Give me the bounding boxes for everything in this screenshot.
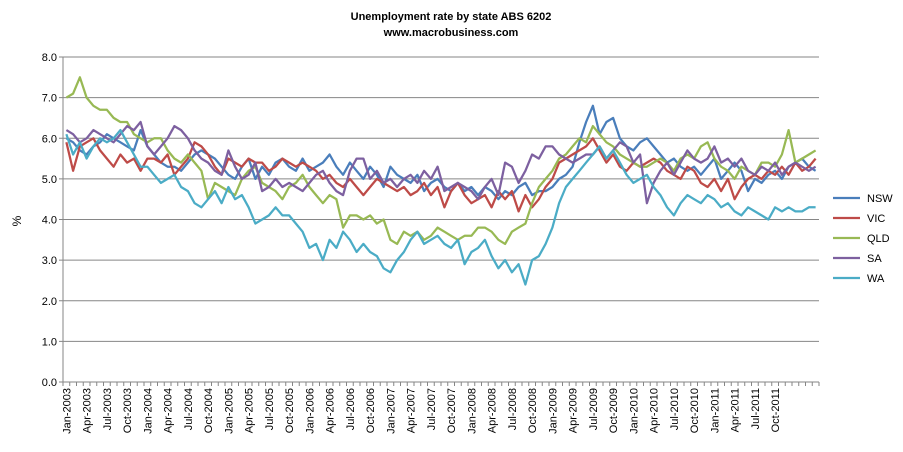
legend-label-qld: QLD bbox=[867, 233, 890, 245]
x-tick-label: Jan-2005 bbox=[223, 388, 235, 434]
x-tick-label: Jul-2008 bbox=[507, 388, 519, 430]
x-tick-label: Jan-2010 bbox=[628, 388, 640, 434]
x-tick-label: Jul-2010 bbox=[669, 388, 681, 430]
y-tick-label: 6.0 bbox=[42, 133, 57, 145]
x-tick-label: Jan-2009 bbox=[547, 388, 559, 434]
x-tick-label: Apr-2006 bbox=[325, 388, 337, 433]
x-tick-label: Jul-2009 bbox=[588, 388, 600, 430]
x-tick-label: Jan-2003 bbox=[61, 388, 73, 434]
series-line-vic bbox=[65, 137, 817, 213]
x-tick-label: Apr-2010 bbox=[649, 388, 661, 433]
legend-label-nsw: NSW bbox=[867, 193, 893, 205]
legend-label-sa: SA bbox=[867, 253, 882, 265]
series-line-sa bbox=[65, 120, 817, 205]
x-tick-label: Apr-2008 bbox=[487, 388, 499, 433]
series-line-wa bbox=[65, 128, 816, 286]
x-tick-label: Oct-2010 bbox=[689, 388, 701, 433]
x-tick-label: Jul-2007 bbox=[426, 388, 438, 430]
x-tick-label: Jan-2006 bbox=[304, 388, 316, 434]
series-line-qld bbox=[65, 76, 817, 246]
x-tick-label: Oct-2007 bbox=[446, 388, 458, 433]
x-tick-label: Apr-2009 bbox=[568, 388, 580, 433]
x-tick-label: Jul-2011 bbox=[750, 388, 762, 429]
x-tick-label: Oct-2006 bbox=[365, 388, 377, 433]
x-tick-label: Oct-2004 bbox=[203, 388, 215, 433]
x-tick-label: Oct-2008 bbox=[527, 388, 539, 433]
x-tick-label: Jul-2006 bbox=[345, 388, 357, 430]
x-tick-label: Apr-2005 bbox=[244, 388, 256, 433]
x-tick-label: Jan-2007 bbox=[385, 388, 397, 434]
y-tick-label: 3.0 bbox=[42, 255, 57, 267]
x-tick-label: Jul-2005 bbox=[264, 388, 276, 430]
x-axis-tick-labels: Jan-2003 Apr-2003 Jul-2003 Oct-2003 Jan-2004… bbox=[61, 388, 782, 434]
x-tick-label: Jan-2011 bbox=[709, 388, 721, 433]
chart-title: Unemployment rate by state ABS 6202 bbox=[351, 11, 552, 23]
x-tick-label: Apr-2004 bbox=[163, 388, 175, 433]
x-tick-label: Apr-2011 bbox=[730, 388, 742, 432]
series-lines bbox=[65, 76, 817, 286]
y-axis-tick-labels: 0.0 1.0 2.0 3.0 4.0 5.0 6.0 7.0 8.0 bbox=[42, 52, 57, 389]
y-tick-label: 5.0 bbox=[42, 174, 57, 186]
y-tick-label: 8.0 bbox=[42, 52, 57, 64]
x-tick-label: Apr-2007 bbox=[406, 388, 418, 433]
y-tick-label: 7.0 bbox=[42, 93, 57, 105]
legend: NSW VIC QLD SA WA bbox=[833, 193, 893, 285]
x-tick-label: Oct-2009 bbox=[608, 388, 620, 433]
x-tick-label: Jan-2004 bbox=[142, 388, 154, 434]
x-tick-label: Jul-2003 bbox=[102, 388, 114, 430]
y-tick-label: 1.0 bbox=[42, 336, 57, 348]
legend-label-vic: VIC bbox=[867, 213, 885, 225]
x-tick-label: Apr-2003 bbox=[82, 388, 94, 433]
chart-subtitle: www.macrobusiness.com bbox=[383, 27, 519, 39]
x-tick-label: Jan-2008 bbox=[466, 388, 478, 434]
axes bbox=[59, 56, 820, 386]
y-tick-label: 0.0 bbox=[42, 377, 57, 389]
y-axis-label: % bbox=[10, 215, 24, 226]
x-tick-label: Oct-2011 bbox=[770, 388, 782, 432]
legend-label-wa: WA bbox=[867, 273, 885, 285]
x-tick-label: Oct-2005 bbox=[284, 388, 296, 433]
y-tick-label: 2.0 bbox=[42, 296, 57, 308]
x-tick-label: Jul-2004 bbox=[183, 388, 195, 430]
y-tick-label: 4.0 bbox=[42, 215, 57, 227]
x-tick-label: Oct-2003 bbox=[122, 388, 134, 433]
